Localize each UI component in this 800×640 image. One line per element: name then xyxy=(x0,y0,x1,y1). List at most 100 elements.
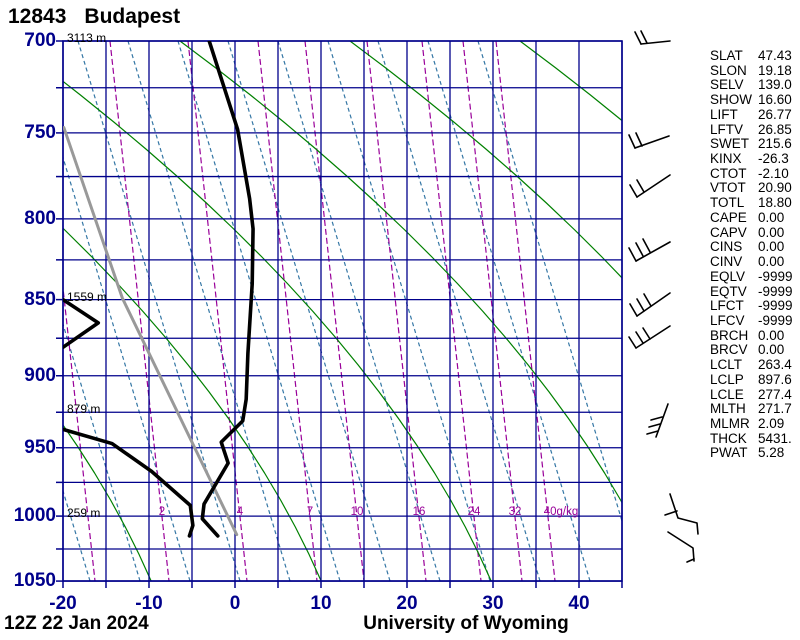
stat-row: KINX -26.3 xyxy=(710,151,793,167)
stat-value: 139.0 xyxy=(758,77,792,93)
stat-label: LFCT xyxy=(710,298,744,314)
stat-label: LCLE xyxy=(710,386,744,402)
stat-label: LFTV xyxy=(710,121,744,137)
stat-row: CAPE 0.00 xyxy=(710,209,793,226)
stat-value: -9999 xyxy=(758,298,793,314)
pressure-axis-label: 700 xyxy=(24,30,56,51)
stat-row: LCLE 277.4 xyxy=(710,386,793,403)
moist-adiabat-line xyxy=(63,424,152,581)
stat-row: SWET 215.6 xyxy=(710,137,793,152)
stat-value: 26.77 xyxy=(758,106,792,122)
stat-label: VTOT xyxy=(710,180,746,196)
stat-label: EQTV xyxy=(710,283,747,299)
stat-row: SHOW 16.60 xyxy=(710,92,793,108)
mixing-ratio-label: 2 xyxy=(158,506,166,518)
stat-row: THCK 5431. xyxy=(710,430,793,447)
stat-label: CINS xyxy=(710,239,743,255)
stat-value: 0.00 xyxy=(758,209,785,225)
barb-810-icon xyxy=(635,242,644,257)
mixing-ratio-label: 4 xyxy=(236,506,244,518)
dry-adiabat-line xyxy=(77,41,241,581)
stat-value: 215.6 xyxy=(758,136,792,152)
barb-975-icon xyxy=(669,493,699,535)
stat-row: BRCV 0.00 xyxy=(710,343,793,358)
stat-label: TOTL xyxy=(710,195,745,211)
wind-barb-column xyxy=(628,30,699,563)
stat-label: SWET xyxy=(710,136,749,152)
temp-axis-label: -10 xyxy=(135,593,163,614)
stat-label: PWAT xyxy=(710,445,748,461)
barb-875-icon xyxy=(635,331,644,344)
stat-label: LFCV xyxy=(710,312,745,328)
barb-810-icon xyxy=(628,247,637,262)
stat-row: LIFT 26.77 xyxy=(710,106,793,123)
stat-value: 16.60 xyxy=(758,92,792,108)
stat-value: 0.00 xyxy=(758,224,785,240)
barb-750-icon xyxy=(634,135,670,149)
mixing-ratio-line xyxy=(109,41,170,581)
dry-adiabat-line xyxy=(477,41,622,524)
stat-value: -9999 xyxy=(758,312,793,328)
dry-adiabat-line xyxy=(227,41,391,581)
stat-label: BRCV xyxy=(710,342,748,358)
mixing-ratio-label: 7 xyxy=(306,506,314,518)
stat-value: 5431. xyxy=(758,430,792,446)
stat-label: SELV xyxy=(710,77,744,93)
stat-value: -2.10 xyxy=(758,165,789,181)
grid xyxy=(56,40,623,588)
stat-row: VTOT 20.90 xyxy=(710,181,793,196)
stat-row: EQTV -9999 xyxy=(710,283,793,300)
stat-row: LFTV 26.85 xyxy=(710,121,793,138)
barb-775-icon xyxy=(629,184,638,198)
stat-label: LIFT xyxy=(710,106,738,122)
stat-row: BRCH 0.00 xyxy=(710,328,793,344)
observation-time: 12Z 22 Jan 2024 xyxy=(4,613,149,634)
stat-label: EQLV xyxy=(710,268,746,284)
station-name: Budapest xyxy=(84,5,181,28)
barb-925-icon xyxy=(646,430,659,435)
altitude-label: 1559 m xyxy=(67,289,108,304)
stat-value: -9999 xyxy=(758,268,793,284)
pressure-axis-label: 800 xyxy=(24,207,56,229)
barb-875-icon xyxy=(628,336,637,349)
temp-axis-label: 40 xyxy=(568,593,590,614)
stat-label: CAPV xyxy=(710,224,747,240)
stat-value: -26.3 xyxy=(758,151,789,167)
altitude-label: 259 m xyxy=(67,506,101,521)
stat-label: CAPE xyxy=(710,209,747,225)
altitude-label: 879 m xyxy=(67,402,101,417)
dewpoint-trace xyxy=(63,427,195,538)
barb-775-icon xyxy=(636,174,671,198)
barb-750-icon xyxy=(628,134,636,149)
barb-850-icon xyxy=(636,292,671,317)
temp-axis-label: 30 xyxy=(482,593,504,614)
stat-label: SHOW xyxy=(710,92,752,108)
stat-value: 263.4 xyxy=(758,357,792,373)
stat-row: SLON 19.18 xyxy=(710,62,793,79)
stat-value: 19.18 xyxy=(758,62,792,78)
temp-axis-label: -20 xyxy=(49,593,77,614)
pressure-axis-label: 950 xyxy=(24,436,56,458)
stat-label: MLMR xyxy=(710,415,750,431)
stat-row: MLMR 2.09 xyxy=(710,415,793,432)
stat-row: SELV 139.0 xyxy=(710,78,793,93)
stat-label: THCK xyxy=(710,430,747,446)
barb-700-icon xyxy=(640,30,648,44)
barb-875-icon xyxy=(635,325,671,349)
altitude-label: 3113 m xyxy=(67,31,107,45)
dewpoint-trace xyxy=(63,297,101,350)
moist-adiabat-line xyxy=(179,41,622,504)
stat-value: 18.80 xyxy=(758,195,792,211)
mixing-ratio-label: 32 xyxy=(508,506,522,518)
page-title: 12843 Budapest xyxy=(8,5,180,29)
stat-value: 5.28 xyxy=(758,445,785,461)
stat-value: 277.4 xyxy=(758,386,792,402)
stat-value: 2.09 xyxy=(758,415,785,431)
barb-850-icon xyxy=(636,298,645,312)
moist-adiabat-line xyxy=(63,80,492,581)
pressure-axis-label: 750 xyxy=(24,121,56,143)
stability-indices-panel: SLAT 47.43 SLON 19.18 SELV 139.0 SHOW 16.60 LIFT… xyxy=(710,48,793,461)
sounding-traces xyxy=(63,41,255,538)
barb-925-icon xyxy=(650,416,663,421)
stat-row: TOTL 18.80 xyxy=(710,195,793,211)
